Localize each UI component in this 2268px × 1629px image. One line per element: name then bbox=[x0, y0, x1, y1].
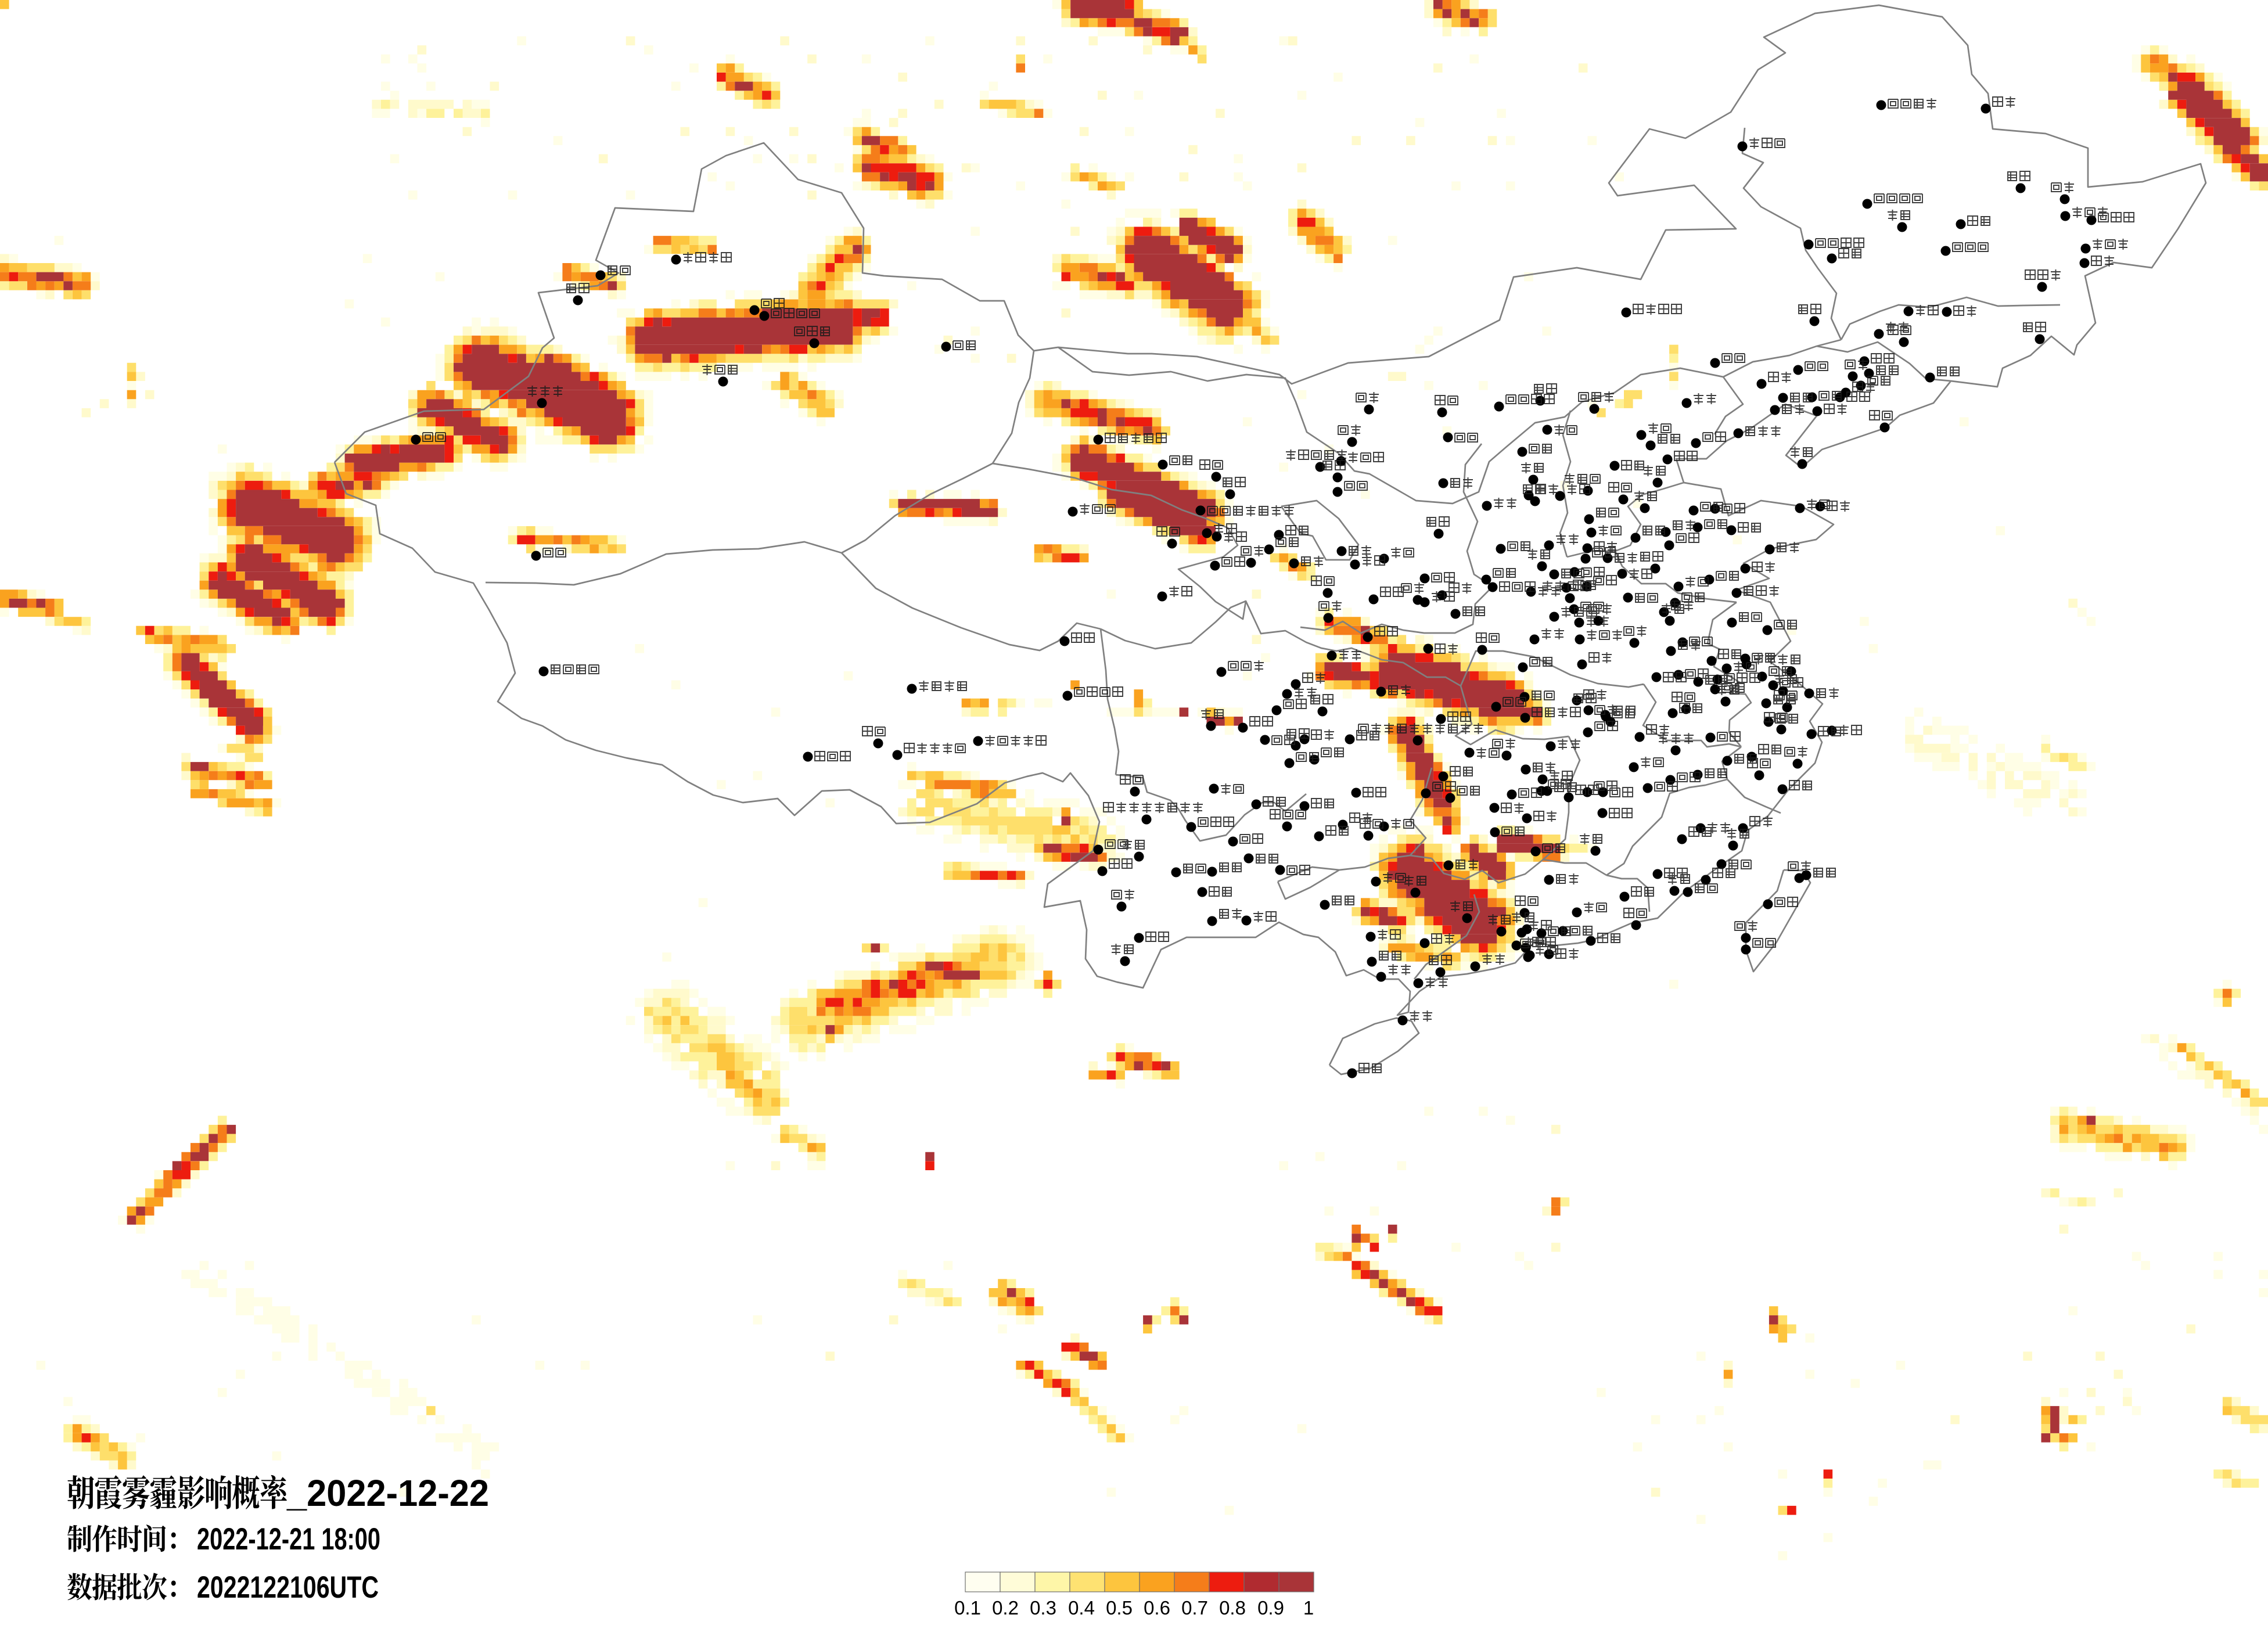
svg-text:0.3: 0.3 bbox=[1030, 1597, 1056, 1619]
svg-text:0.2: 0.2 bbox=[992, 1597, 1019, 1619]
svg-text:_2022-12-22: _2022-12-22 bbox=[286, 1472, 489, 1514]
svg-text:0.6: 0.6 bbox=[1144, 1597, 1170, 1619]
svg-text:0.7: 0.7 bbox=[1181, 1597, 1208, 1619]
svg-text:0.4: 0.4 bbox=[1068, 1597, 1095, 1619]
svg-text:0.1: 0.1 bbox=[954, 1597, 981, 1619]
svg-text:1: 1 bbox=[1303, 1597, 1314, 1619]
svg-text:0.9: 0.9 bbox=[1257, 1597, 1284, 1619]
svg-text:2022-12-21 18:00: 2022-12-21 18:00 bbox=[197, 1522, 380, 1556]
svg-text:0.5: 0.5 bbox=[1106, 1597, 1133, 1619]
svg-text:0.8: 0.8 bbox=[1219, 1597, 1246, 1619]
svg-text:2022122106UTC: 2022122106UTC bbox=[197, 1570, 379, 1605]
